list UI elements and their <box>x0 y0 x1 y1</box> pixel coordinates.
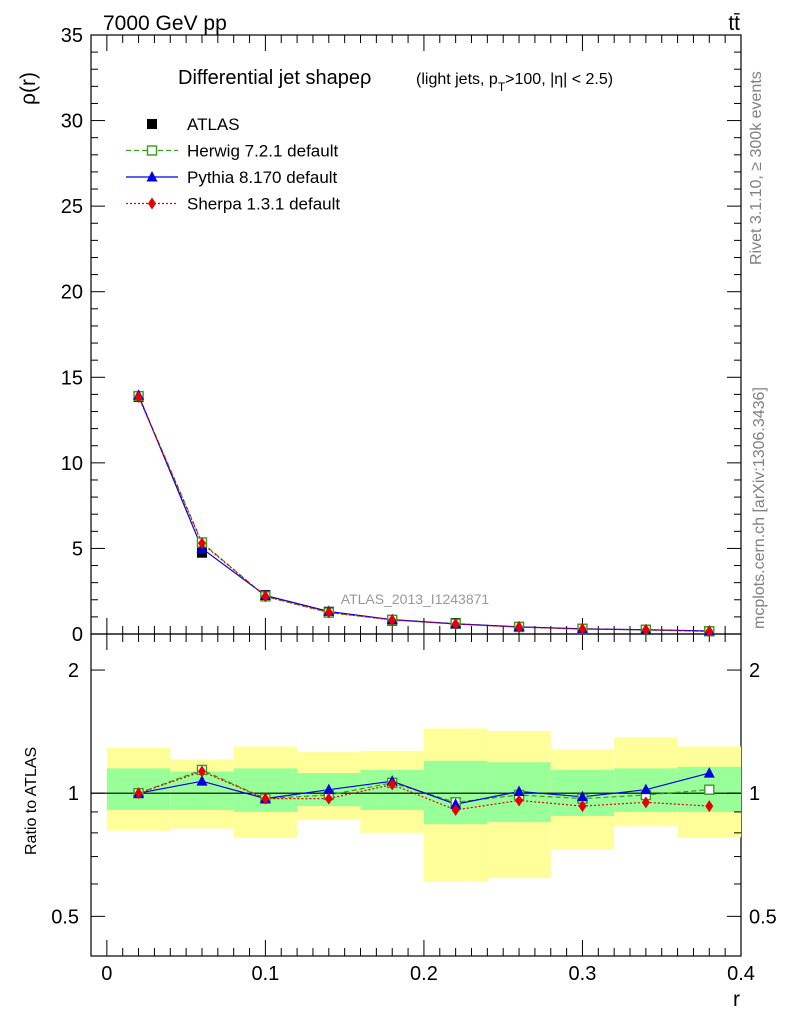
x-tick-label: 0 <box>101 963 112 985</box>
ratio-y-tick-label-right: 1 <box>749 783 760 805</box>
main-y-axis-label: ρ(r) <box>17 72 40 105</box>
energy-label: 7000 GeV pp <box>103 12 227 35</box>
chart-title: Differential jet shapeρ <box>178 67 371 89</box>
main-sherpa-point <box>578 623 587 636</box>
main-y-tick-label: 0 <box>72 624 83 646</box>
x-tick-label: 0.1 <box>251 963 279 985</box>
ratio-y-tick-label: 1 <box>68 783 79 805</box>
main-y-tick-label: 30 <box>61 111 83 133</box>
main-y-tick-label: 25 <box>61 196 83 218</box>
chart-subtitle: (light jets, pT>100, |η| < 2.5) <box>416 71 613 94</box>
ratio-pythia-point <box>513 785 525 796</box>
ratio-y-tick-label: 0.5 <box>51 906 79 928</box>
rivet-label: Rivet 3.1.10, ≥ 300k events <box>748 71 765 265</box>
main-y-tick-label: 10 <box>61 453 83 475</box>
ratio-sherpa-point <box>451 803 460 816</box>
legend: ATLAS Herwig 7.2.1 default Pythia 8.170 de… <box>126 115 340 214</box>
legend-label-atlas: ATLAS <box>187 115 240 134</box>
main-sherpa-point <box>388 613 397 626</box>
ratio-sherpa-point <box>134 787 143 800</box>
legend-label-sherpa: Sherpa 1.3.1 default <box>187 195 340 214</box>
ratio-axes: 0 0.1 0.2 0.3 0.4 0.5 0.5 1 1 2 2 <box>51 634 777 985</box>
ratio-pythia-point <box>196 775 208 786</box>
x-tick-label: 0.3 <box>569 963 597 985</box>
ratio-sherpa-point <box>705 800 714 813</box>
ratio-pythia-line <box>138 772 710 805</box>
ratio-sherpa-point <box>515 794 524 807</box>
legend-marker-atlas <box>147 119 157 129</box>
main-sherpa-point <box>134 390 143 403</box>
ratio-herwig-point <box>704 784 715 795</box>
ratio-sherpa-point <box>641 796 650 809</box>
main-series-group <box>133 389 715 638</box>
ratio-sherpa-point <box>261 792 270 805</box>
main-y-tick-label: 20 <box>61 282 83 304</box>
main-y-tick-label: 15 <box>61 367 83 389</box>
main-axes: 0 5 10 15 20 25 30 35 <box>61 25 742 646</box>
process-label: tt̄ <box>728 12 740 35</box>
ratio-y-tick-label-right: 2 <box>749 660 760 682</box>
title-text: Differential jet shape <box>178 67 360 89</box>
ratio-pythia-point <box>576 790 588 802</box>
legend-marker-herwig <box>146 145 158 156</box>
ratio-sherpa-point <box>197 765 206 778</box>
main-sherpa-point <box>261 590 270 603</box>
x-axis-label: r <box>733 988 740 1011</box>
ratio-sherpa-line <box>138 770 710 811</box>
ratio-sherpa-point <box>324 792 333 805</box>
main-sherpa-point <box>705 625 714 638</box>
subtitle-pre: (light jets, p <box>416 71 498 88</box>
legend-label-herwig: Herwig 7.2.1 default <box>187 142 338 161</box>
ratio-pythia-point <box>703 767 715 778</box>
main-sherpa-point <box>451 618 460 631</box>
title-symbol: ρ <box>360 67 371 89</box>
ratio-y-tick-label: 2 <box>68 660 79 682</box>
subtitle-post: >100, |η| < 2.5) <box>505 71 613 88</box>
main-sherpa-point <box>324 606 333 619</box>
main-y-tick-label: 5 <box>72 538 83 560</box>
legend-marker-sherpa <box>148 197 156 210</box>
x-tick-label: 0.2 <box>410 963 438 985</box>
ratio-band-inner-2 <box>233 768 298 812</box>
mcplots-label: mcplots.cern.ch [arXiv:1306.3436] <box>751 387 768 629</box>
main-y-tick-label: 35 <box>61 25 83 47</box>
main-sherpa-point <box>515 621 524 634</box>
main-sherpa-line <box>138 396 710 633</box>
ratio-sherpa-point <box>388 778 397 791</box>
ratio-pythia-point <box>450 798 462 809</box>
ratio-series-group <box>133 764 715 816</box>
ratio-sherpa-point <box>578 800 587 813</box>
x-tick-label: 0.4 <box>727 963 755 985</box>
legend-marker-pythia <box>146 171 158 182</box>
subtitle-sub: T <box>498 80 506 94</box>
legend-label-pythia: Pythia 8.170 default <box>187 168 338 187</box>
ratio-pythia-point <box>323 783 335 795</box>
ratio-y-axis-label: Ratio to ATLAS <box>23 747 40 855</box>
main-sherpa-point <box>641 623 650 636</box>
ratio-pythia-point <box>640 783 652 795</box>
analysis-watermark: ATLAS_2013_I1243871 <box>341 591 490 607</box>
main-sherpa-point <box>197 537 206 550</box>
ratio-y-tick-label-right: 0.5 <box>749 906 777 928</box>
